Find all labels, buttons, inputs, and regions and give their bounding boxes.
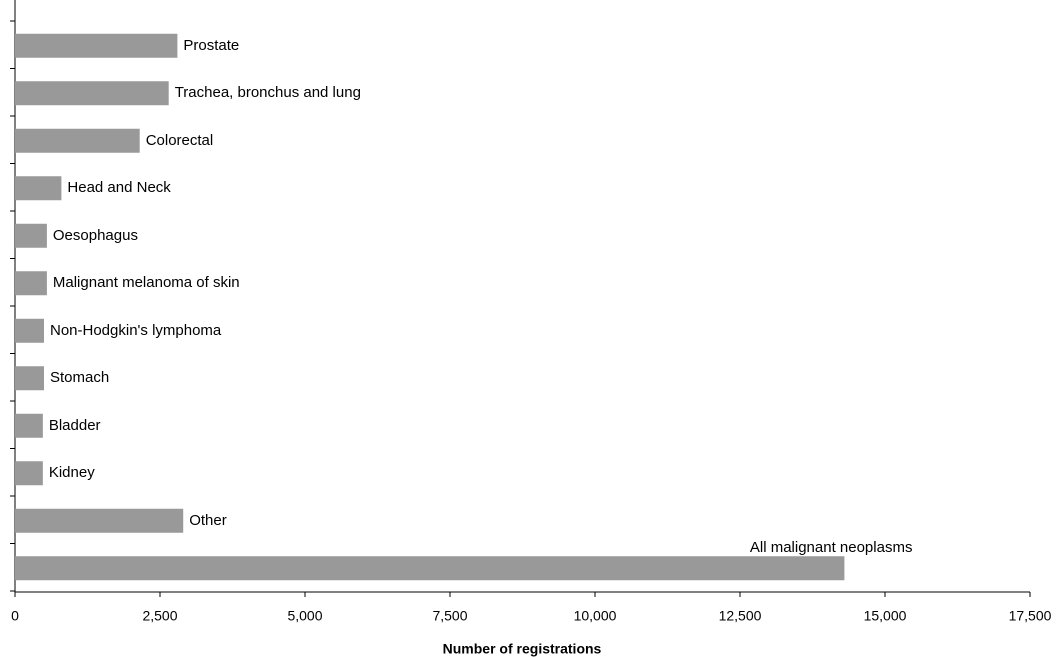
bar — [15, 318, 44, 343]
bar — [15, 366, 44, 391]
bar-label: All malignant neoplasms — [749, 539, 913, 557]
x-tick-label: 17,500 — [1009, 608, 1052, 624]
bar — [15, 176, 62, 201]
bar — [15, 271, 47, 296]
bar — [15, 128, 140, 153]
x-tick-label: 5,000 — [287, 608, 322, 624]
bar-label: Oesophagus — [52, 226, 138, 244]
bar-label: Malignant melanoma of skin — [52, 274, 240, 292]
x-axis-title: Number of registrations — [443, 641, 602, 657]
bar-label: Bladder — [48, 416, 101, 434]
bar — [15, 413, 43, 438]
bar-label: Kidney — [48, 464, 95, 482]
x-tick-label: 2,500 — [142, 608, 177, 624]
bar-label: Trachea, bronchus and lung — [174, 84, 361, 102]
bar — [15, 461, 43, 486]
bar-label: Other — [189, 511, 227, 529]
x-tick-label: 12,500 — [719, 608, 762, 624]
x-tick-label: 7,500 — [432, 608, 467, 624]
bar — [15, 81, 169, 106]
x-tick-label: 0 — [11, 608, 19, 624]
bar-label: Stomach — [50, 369, 110, 387]
x-tick-label: 10,000 — [574, 608, 617, 624]
bar — [15, 33, 178, 58]
bar — [15, 223, 47, 248]
bar — [15, 556, 845, 581]
bar — [15, 508, 184, 533]
bar-label: Head and Neck — [67, 179, 171, 197]
bar-label: Colorectal — [145, 131, 214, 149]
x-tick-label: 15,000 — [864, 608, 907, 624]
bar-label: Non-Hodgkin's lymphoma — [50, 321, 222, 339]
bar-label: Prostate — [183, 36, 240, 54]
